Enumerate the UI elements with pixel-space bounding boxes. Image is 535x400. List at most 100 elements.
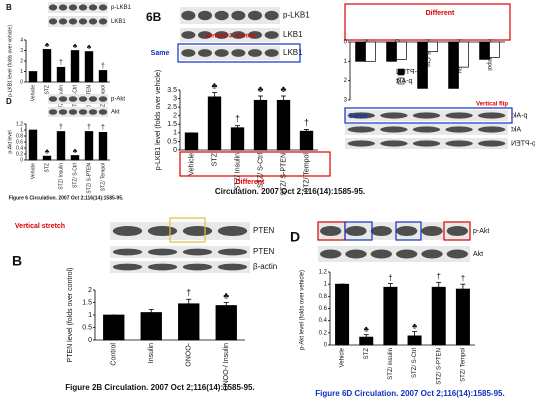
bar bbox=[56, 66, 66, 83]
bar bbox=[417, 41, 428, 89]
y-axis-label: p-LKB1 level (folds over vehicle) bbox=[7, 25, 13, 97]
y-tick-label: 0.8 bbox=[319, 294, 328, 300]
blot-band bbox=[231, 31, 246, 39]
highlight-box bbox=[443, 221, 471, 241]
annotation: Different bbox=[426, 10, 455, 17]
blot-band bbox=[182, 225, 213, 237]
y-tick-label: 1 bbox=[20, 69, 23, 75]
blot-band bbox=[264, 10, 279, 21]
legend-swatch bbox=[397, 68, 405, 76]
blot-strip bbox=[48, 107, 108, 117]
significance-marker: † bbox=[87, 124, 91, 131]
x-tick-label: ONOO-/ Insulin bbox=[223, 343, 230, 391]
y-tick-label: 0 bbox=[173, 147, 177, 154]
panel-label: D bbox=[290, 229, 300, 245]
blot-band bbox=[231, 49, 246, 57]
annotation: Vertical ⇩ stretch bbox=[205, 33, 255, 40]
highlight-box bbox=[177, 43, 301, 63]
blot-band bbox=[147, 263, 178, 271]
blot-band bbox=[98, 96, 108, 102]
annotation: Vertical stretch bbox=[15, 223, 65, 230]
y-tick-label: 3.5 bbox=[167, 87, 177, 94]
blot-band bbox=[264, 49, 279, 57]
blot-strip bbox=[110, 246, 250, 258]
y-axis-label: PTEN level (folds over control) bbox=[67, 268, 74, 363]
significance-marker: † bbox=[59, 124, 63, 131]
significance-marker: ♣ bbox=[258, 84, 264, 94]
y-tick-label: 0.6 bbox=[16, 139, 23, 145]
blot-label: p-LKB1 bbox=[283, 11, 310, 20]
blot-band bbox=[264, 31, 279, 39]
blot-band bbox=[98, 4, 108, 11]
x-tick-label: STZ/ Tempol bbox=[460, 348, 466, 382]
blot-band bbox=[181, 31, 196, 39]
x-tick-label: ONOO- bbox=[186, 342, 193, 366]
bar bbox=[178, 303, 200, 341]
y-axis-label: p-Akt level (folds over vehicle) bbox=[300, 270, 306, 350]
bar bbox=[98, 70, 108, 83]
blot-label: p-PTEN bbox=[511, 140, 535, 147]
blot-band bbox=[48, 96, 58, 102]
significance-marker: † bbox=[235, 114, 240, 124]
y-tick-label: 3 bbox=[344, 98, 348, 104]
caption: Figure 6D Circulation. 2007 Oct 2;116(14… bbox=[315, 389, 504, 398]
bar bbox=[184, 132, 199, 151]
bar bbox=[70, 155, 80, 161]
blot-band bbox=[147, 248, 178, 256]
blot-band bbox=[347, 112, 375, 119]
blot-band bbox=[478, 126, 506, 133]
bar bbox=[489, 41, 500, 58]
blot-band bbox=[181, 10, 196, 21]
blot-band bbox=[68, 96, 78, 102]
blot-band bbox=[112, 248, 143, 256]
blot-band bbox=[112, 225, 143, 237]
highlight-box bbox=[344, 107, 513, 124]
x-tick-label: Vehicle bbox=[30, 85, 36, 101]
bar bbox=[84, 51, 94, 83]
blot-label: Akt bbox=[511, 126, 521, 133]
bar bbox=[84, 131, 94, 161]
bar bbox=[276, 99, 291, 151]
bar bbox=[215, 305, 237, 341]
significance-marker: † bbox=[101, 125, 105, 132]
blot-band bbox=[380, 112, 408, 119]
legend-swatch bbox=[397, 77, 405, 85]
caption: Figure 6 Circulation. 2007 Oct 2;116(14)… bbox=[9, 195, 124, 201]
legend-label: p-Akt bbox=[396, 78, 412, 85]
y-tick-label: 0.4 bbox=[16, 145, 23, 151]
blot-band bbox=[412, 126, 441, 133]
y-tick-label: 0.5 bbox=[82, 324, 92, 331]
bar bbox=[207, 96, 222, 151]
y-tick-label: 2 bbox=[173, 113, 177, 120]
x-tick-label: STZ/ Insulin bbox=[58, 163, 64, 190]
blot-band bbox=[345, 249, 367, 259]
panel-label: D bbox=[6, 97, 12, 106]
bar bbox=[396, 41, 407, 60]
x-tick-label: STZ/ S-PTEN bbox=[86, 163, 92, 194]
blot-band bbox=[78, 4, 88, 11]
x-tick-label: STZ/ S-PTEN bbox=[436, 348, 442, 385]
x-tick-label: STZ/ insulin bbox=[388, 348, 394, 380]
y-tick-label: 0 bbox=[20, 157, 23, 163]
blot-band bbox=[48, 18, 58, 25]
y-tick-label: 2.5 bbox=[167, 104, 177, 111]
significance-marker: ♣ bbox=[281, 84, 287, 94]
blot-band bbox=[380, 126, 408, 133]
annotation: Same bbox=[349, 113, 368, 120]
y-axis-label: p-Akt level bbox=[7, 130, 13, 153]
bar bbox=[56, 131, 66, 161]
y-tick-label: 0.2 bbox=[319, 330, 328, 336]
bar bbox=[479, 41, 490, 60]
blot-band bbox=[248, 49, 262, 57]
caption: Figure 2B Circulation. 2007 Oct 2;116(14… bbox=[65, 383, 254, 392]
blot-band bbox=[231, 10, 246, 21]
blot-band bbox=[248, 10, 262, 21]
significance-marker: † bbox=[388, 273, 392, 282]
blot-band bbox=[198, 31, 212, 39]
y-tick-label: 1 bbox=[344, 59, 348, 65]
significance-marker: ♣ bbox=[223, 291, 229, 301]
y-tick-label: 1.5 bbox=[167, 121, 177, 128]
